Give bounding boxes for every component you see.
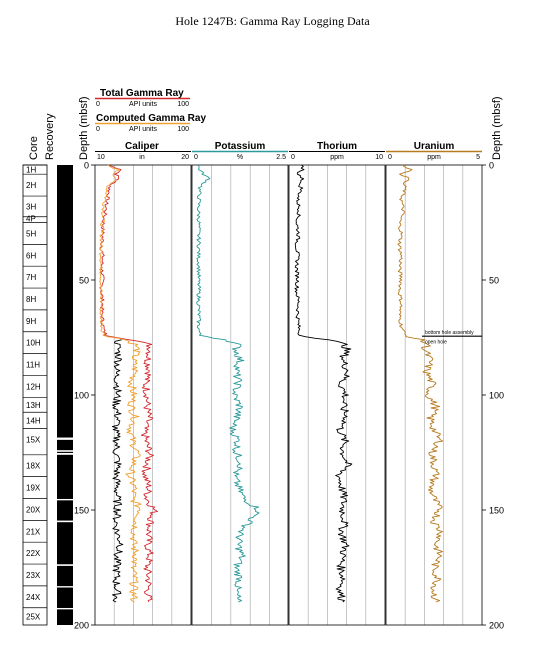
series-uranium-line <box>397 164 444 603</box>
recovery-gap-1 <box>57 450 73 452</box>
core-label: 15X <box>26 435 41 444</box>
core-label: 13H <box>26 401 41 410</box>
recovery-gap-6 <box>57 586 73 588</box>
track-header-thorium: Thorium 0 ppm 10 <box>289 141 385 161</box>
series-caliper-line <box>111 339 124 603</box>
core-label: 1H <box>26 166 36 175</box>
recovery-gap-4 <box>57 520 73 523</box>
core-label: 8H <box>26 295 36 304</box>
depth-tick-label-right-0: 0 <box>489 161 494 171</box>
depth-tick-label-right-1: 50 <box>489 276 499 286</box>
depth-axis-left: 0 50 100 150 200 <box>74 161 95 631</box>
core-label: 4P <box>26 215 36 224</box>
track-potassium-scale-min: 0 <box>194 154 198 161</box>
annotations: bottom hole assembly open hole <box>422 330 482 345</box>
core-label: 22X <box>26 549 41 558</box>
core-label: 6H <box>26 251 36 260</box>
series-total-gamma-ray-line <box>99 164 158 603</box>
legend-computed-name: Computed Gamma Ray <box>96 113 206 124</box>
track-gridlines <box>113 165 464 625</box>
core-label: 12H <box>26 382 41 391</box>
track-caliper-scale-min: 10 <box>97 154 105 161</box>
core-label: 11H <box>26 361 40 370</box>
core-label: 7H <box>26 273 36 282</box>
depth-tick-label-left-0: 0 <box>84 161 89 171</box>
recovery-gap-7 <box>57 607 73 610</box>
track-header-potassium: Potassium 0 % 2.5 <box>192 141 288 161</box>
recovery-column-label: Recovery <box>44 113 56 160</box>
depth-tick-label-right-4: 200 <box>489 621 504 631</box>
track-frames <box>22 164 483 626</box>
legend-computed-max: 100 <box>177 126 189 133</box>
legend-total-unit: API units <box>129 101 158 108</box>
track-thorium-scale-max: 10 <box>375 154 383 161</box>
core-label: 2H <box>26 181 36 190</box>
core-label: 18X <box>26 462 41 471</box>
core-label: 10H <box>26 339 41 348</box>
legend-total-min: 0 <box>96 101 100 108</box>
depth-axis-right: 0 50 100 150 200 <box>482 161 504 631</box>
core-column-label: Core <box>28 136 40 160</box>
track-header-caliper: Caliper 10 in 20 <box>95 141 191 161</box>
core-label: 24X <box>26 593 41 602</box>
series-thorium-line <box>294 164 353 603</box>
recovery-gap-2 <box>57 452 73 455</box>
track-potassium-scale-max: 2.5 <box>276 154 286 161</box>
track-caliper-title: Caliper <box>125 141 159 152</box>
core-label: 21X <box>26 527 41 536</box>
core-label: 25X <box>26 612 41 621</box>
track-thorium-unit: ppm <box>330 154 344 161</box>
track-thorium-title: Thorium <box>317 141 357 152</box>
series-computed-gamma-ray-line <box>99 164 142 603</box>
log-curves <box>99 164 444 603</box>
recovery-column <box>57 165 73 625</box>
track-uranium-unit: ppm <box>427 154 441 161</box>
track-header-uranium: Uranium 0 ppm 5 <box>386 141 482 161</box>
track-thorium-scale-min: 0 <box>291 154 295 161</box>
core-label: 19X <box>26 484 41 493</box>
depth-tick-label-left-3: 150 <box>74 506 89 516</box>
legend-total-max: 100 <box>177 101 189 108</box>
core-label: 23X <box>26 571 41 580</box>
legend-total-name: Total Gamma Ray <box>100 88 184 99</box>
legend-computed-min: 0 <box>96 126 100 133</box>
annotation-label: open hole <box>425 339 447 345</box>
legend-computed-gamma: Computed Gamma Ray 0 API units 100 <box>95 113 206 133</box>
depth-tick-label-left-2: 100 <box>74 391 89 401</box>
legend-computed-unit: API units <box>129 126 158 133</box>
recovery-gap-3 <box>57 498 73 501</box>
series-potassium-line <box>196 164 260 603</box>
depth-tick-label-right-2: 100 <box>489 391 504 401</box>
recovery-gap-0 <box>57 437 73 440</box>
depth-axis-label-right: Depth (mbsf) <box>491 96 503 160</box>
track-potassium-unit: % <box>237 154 243 161</box>
core-label: 14H <box>26 416 41 425</box>
track-caliper-scale-max: 20 <box>181 154 189 161</box>
track-potassium-title: Potassium <box>215 141 266 152</box>
core-label: 9H <box>26 317 36 326</box>
depth-tick-label-left-4: 200 <box>74 621 89 631</box>
legend-total-gamma: Total Gamma Ray 0 API units 100 <box>95 88 190 108</box>
annotation-label: bottom hole assembly <box>425 330 474 336</box>
depth-tick-label-left-1: 50 <box>79 276 89 286</box>
track-caliper-unit: in <box>139 154 145 161</box>
core-label: 3H <box>26 202 36 211</box>
recovery-gap-5 <box>57 564 73 566</box>
core-column: 1H 2H 3H 4P 5H 6H 7H 8H 9H 10H 11H 12H 13H 14H 15X 18X 1… <box>23 164 47 621</box>
depth-tick-label-right-3: 150 <box>489 506 504 516</box>
track-uranium-scale-max: 5 <box>476 154 480 161</box>
depth-axis-label-left: Depth (mbsf) <box>78 96 90 160</box>
chart-title: Hole 1247B: Gamma Ray Logging Data <box>175 14 370 28</box>
track-uranium-scale-min: 0 <box>388 154 392 161</box>
recovery-bar <box>57 165 73 625</box>
track-uranium-title: Uranium <box>414 141 455 152</box>
core-label: 5H <box>26 229 36 238</box>
core-label: 20X <box>26 505 41 514</box>
